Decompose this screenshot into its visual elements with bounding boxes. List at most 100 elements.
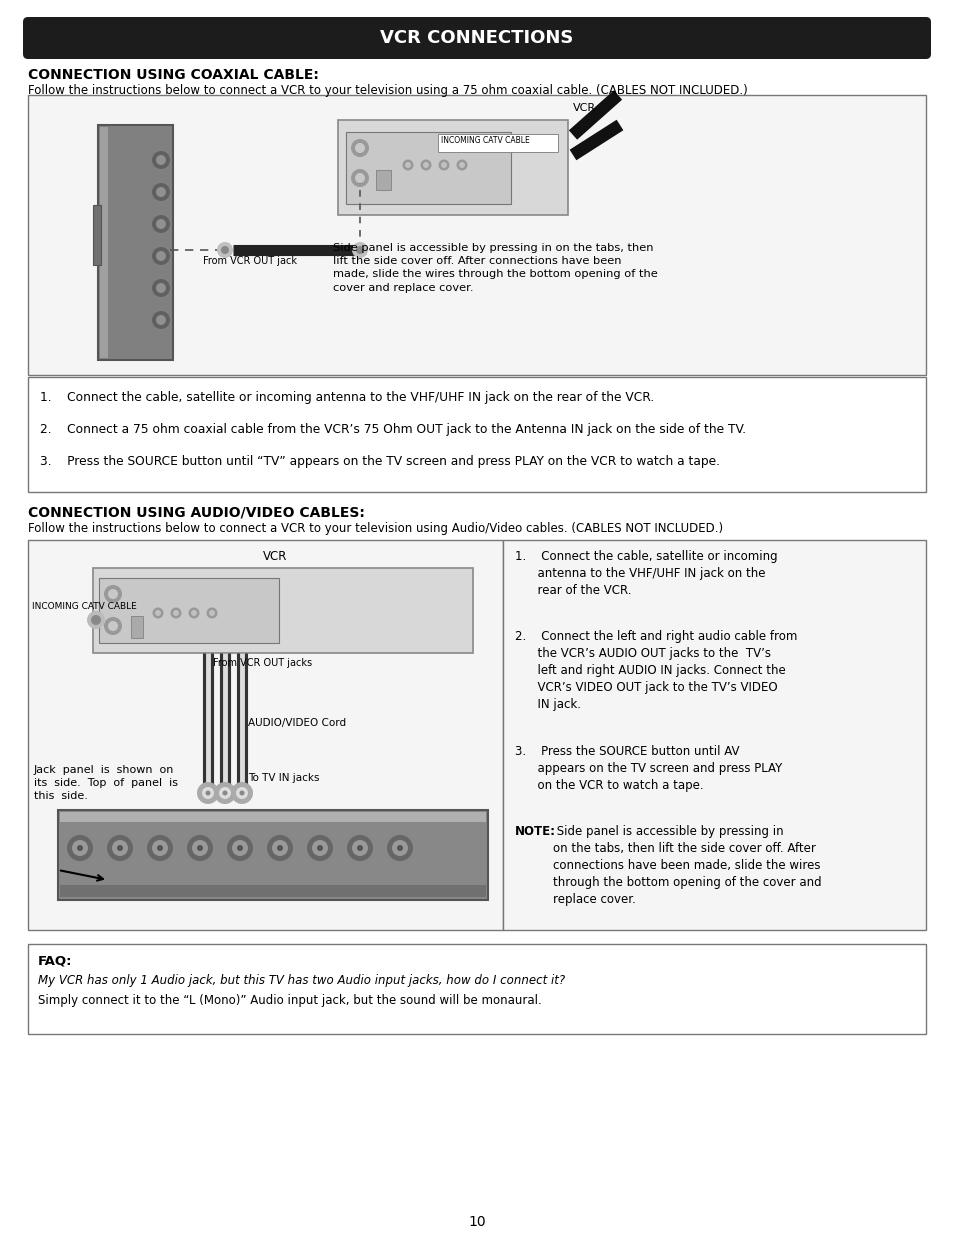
Circle shape xyxy=(156,186,166,198)
Circle shape xyxy=(392,840,408,856)
Text: 2.    Connect a 75 ohm coaxial cable from the VCR’s 75 Ohm OUT jack to the Anten: 2. Connect a 75 ohm coaxial cable from t… xyxy=(40,424,745,436)
Bar xyxy=(28,944,925,1034)
Text: Simply connect it to the “L (Mono)” Audio input jack, but the sound will be mona: Simply connect it to the “L (Mono)” Audi… xyxy=(38,994,541,1007)
Circle shape xyxy=(171,608,181,619)
Circle shape xyxy=(352,840,368,856)
Circle shape xyxy=(104,618,122,635)
Circle shape xyxy=(221,246,229,254)
Circle shape xyxy=(196,782,219,804)
Circle shape xyxy=(272,840,288,856)
Text: Follow the instructions below to connect a VCR to your television using a 75 ohm: Follow the instructions below to connect… xyxy=(28,84,747,98)
Circle shape xyxy=(67,835,92,861)
Bar xyxy=(337,120,567,215)
Circle shape xyxy=(156,156,166,165)
Text: 1.    Connect the cable, satellite or incoming
      antenna to the VHF/UHF IN j: 1. Connect the cable, satellite or incom… xyxy=(515,550,777,597)
Circle shape xyxy=(231,782,253,804)
Circle shape xyxy=(156,251,166,261)
Bar xyxy=(99,578,278,643)
Circle shape xyxy=(356,845,363,851)
Text: INCOMING CATV CABLE: INCOMING CATV CABLE xyxy=(440,136,529,144)
Circle shape xyxy=(104,585,122,603)
Circle shape xyxy=(157,845,163,851)
Bar xyxy=(375,170,391,190)
Circle shape xyxy=(107,835,132,861)
Bar xyxy=(502,540,925,930)
Bar xyxy=(58,810,488,900)
Circle shape xyxy=(307,835,333,861)
Circle shape xyxy=(276,845,283,851)
Circle shape xyxy=(422,162,429,168)
Text: CONNECTION USING AUDIO/VIDEO CABLES:: CONNECTION USING AUDIO/VIDEO CABLES: xyxy=(28,506,364,520)
Text: To TV IN jacks: To TV IN jacks xyxy=(248,773,319,783)
Circle shape xyxy=(456,159,467,170)
Circle shape xyxy=(205,790,211,795)
Circle shape xyxy=(316,845,323,851)
Circle shape xyxy=(206,608,217,619)
Text: 1.    Connect the cable, satellite or incoming antenna to the VHF/UHF IN jack on: 1. Connect the cable, satellite or incom… xyxy=(40,391,654,404)
Circle shape xyxy=(152,183,170,201)
Circle shape xyxy=(172,610,179,616)
Text: 2.    Connect the left and right audio cable from
      the VCR’s AUDIO OUT jack: 2. Connect the left and right audio cabl… xyxy=(515,630,797,711)
Bar xyxy=(100,127,108,358)
Text: From VCR OUT jack: From VCR OUT jack xyxy=(203,256,296,266)
Circle shape xyxy=(191,610,196,616)
Circle shape xyxy=(347,835,373,861)
Circle shape xyxy=(112,840,128,856)
Bar xyxy=(28,377,925,492)
Circle shape xyxy=(351,140,369,157)
Circle shape xyxy=(438,159,449,170)
Circle shape xyxy=(192,840,208,856)
Circle shape xyxy=(156,315,166,325)
Circle shape xyxy=(196,845,203,851)
Circle shape xyxy=(239,790,244,795)
Bar xyxy=(98,125,172,359)
Text: My VCR has only 1 Audio jack, but this TV has two Audio input jacks, how do I co: My VCR has only 1 Audio jack, but this T… xyxy=(38,974,564,987)
Circle shape xyxy=(440,162,447,168)
Text: From VCR OUT jacks: From VCR OUT jacks xyxy=(213,658,312,668)
Circle shape xyxy=(108,621,118,631)
Text: FAQ:: FAQ: xyxy=(38,953,72,967)
Circle shape xyxy=(152,279,170,296)
Circle shape xyxy=(235,787,248,799)
Circle shape xyxy=(187,835,213,861)
Circle shape xyxy=(152,215,170,233)
Circle shape xyxy=(108,589,118,599)
Text: Follow the instructions below to connect a VCR to your television using Audio/Vi: Follow the instructions below to connect… xyxy=(28,522,722,535)
Circle shape xyxy=(154,610,161,616)
Circle shape xyxy=(156,283,166,293)
Circle shape xyxy=(355,246,364,254)
Bar xyxy=(60,885,485,897)
Text: Jack  panel  is  shown  on
its  side.  Top  of  panel  is
this  side.: Jack panel is shown on its side. Top of … xyxy=(34,764,178,802)
Circle shape xyxy=(202,787,213,799)
Circle shape xyxy=(147,835,172,861)
Bar xyxy=(60,811,485,823)
Circle shape xyxy=(77,845,83,851)
Text: VCR CONNECTIONS: VCR CONNECTIONS xyxy=(380,28,573,47)
Text: 10: 10 xyxy=(468,1215,485,1229)
Bar xyxy=(437,135,558,152)
Text: Side panel is accessible by pressing in
on the tabs, then lift the side cover of: Side panel is accessible by pressing in … xyxy=(553,825,821,906)
Text: VCR: VCR xyxy=(573,103,596,112)
Bar xyxy=(28,95,925,375)
Circle shape xyxy=(420,159,431,170)
Circle shape xyxy=(227,835,253,861)
Circle shape xyxy=(152,247,170,266)
Circle shape xyxy=(396,845,402,851)
Circle shape xyxy=(216,242,233,258)
Circle shape xyxy=(152,151,170,169)
Circle shape xyxy=(236,845,243,851)
Text: NOTE:: NOTE: xyxy=(515,825,556,839)
Text: INCOMING CATV CABLE: INCOMING CATV CABLE xyxy=(32,601,136,611)
Circle shape xyxy=(156,219,166,228)
Circle shape xyxy=(267,835,293,861)
Circle shape xyxy=(209,610,214,616)
Circle shape xyxy=(117,845,123,851)
Circle shape xyxy=(219,787,231,799)
Circle shape xyxy=(213,782,235,804)
Circle shape xyxy=(355,143,365,153)
Circle shape xyxy=(458,162,464,168)
Text: 3.    Press the SOURCE button until “TV” appears on the TV screen and press PLAY: 3. Press the SOURCE button until “TV” ap… xyxy=(40,454,720,468)
Circle shape xyxy=(91,615,101,625)
Text: VCR: VCR xyxy=(262,550,287,563)
Circle shape xyxy=(152,311,170,329)
